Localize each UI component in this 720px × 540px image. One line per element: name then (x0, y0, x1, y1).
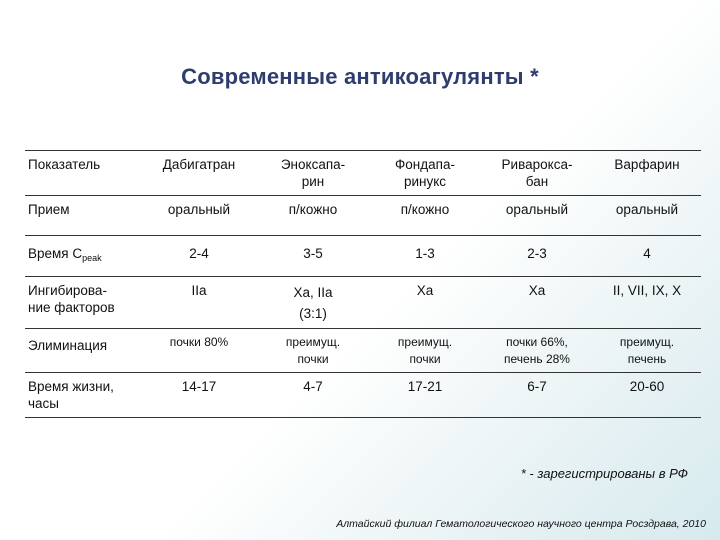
table-cell: Xa (369, 276, 481, 329)
table-cell: Xa, IIa (3:1) (257, 276, 369, 329)
table-cell: 4 (593, 235, 701, 277)
row-label: Время жизни, часы (25, 372, 141, 418)
header-cell-rivaroxaban: Риварокса- бан (481, 150, 593, 196)
row-label: Время Cpeak (25, 235, 141, 277)
table-cell: преимущ. печень (593, 328, 701, 373)
table-cell: оральный (481, 195, 593, 236)
table-row-peak-time: Время Cpeak 2-4 3-5 1-3 2-3 4 (25, 235, 701, 277)
anticoagulants-table: Показатель Дабигатран Эноксапа- рин Фонд… (25, 150, 701, 418)
table-header-row: Показатель Дабигатран Эноксапа- рин Фонд… (25, 150, 701, 196)
footer-credit: Алтайский филиал Гематологического научн… (336, 518, 706, 530)
table-cell: 20-60 (593, 372, 701, 418)
table-cell: 1-3 (369, 235, 481, 277)
table-cell: 14-17 (141, 372, 257, 418)
table-cell: почки 80% (141, 328, 257, 373)
header-cell-dabigatran: Дабигатран (141, 150, 257, 196)
slide-title: Современные антикоагулянты * (181, 64, 539, 89)
table-cell: почки 66%, печень 28% (481, 328, 593, 373)
table-cell: 3-5 (257, 235, 369, 277)
registration-note: * - зарегистрированы в РФ (520, 466, 688, 481)
table-cell: оральный (141, 195, 257, 236)
row-label: Ингибирова- ние факторов (25, 276, 141, 329)
header-cell-enoxaparin: Эноксапа- рин (257, 150, 369, 196)
table-cell: Xa (481, 276, 593, 329)
table-cell: преимущ. почки (257, 328, 369, 373)
row-label-subscript: peak (82, 253, 102, 263)
header-cell-fondaparinux: Фондапа- ринукс (369, 150, 481, 196)
table-cell: п/кожно (257, 195, 369, 236)
header-cell-warfarin: Варфарин (593, 150, 701, 196)
row-label-main: Время C (28, 246, 83, 261)
table-cell: 4-7 (257, 372, 369, 418)
table-cell: п/кожно (369, 195, 481, 236)
table-row-factor-inhibition: Ингибирова- ние факторов IIa Xa, IIa (3:… (25, 276, 701, 329)
row-label: Элиминация (25, 328, 141, 373)
table-cell: IIa (141, 276, 257, 329)
table-cell: 2-3 (481, 235, 593, 277)
table-row-intake: Прием оральный п/кожно п/кожно оральный … (25, 195, 701, 236)
table-cell: 6-7 (481, 372, 593, 418)
header-cell-indicator: Показатель (25, 150, 141, 196)
table-cell: 2-4 (141, 235, 257, 277)
table-row-elimination: Элиминация почки 80% преимущ. почки преи… (25, 328, 701, 373)
table-cell: II, VII, IX, X (593, 276, 701, 329)
row-label: Прием (25, 195, 141, 236)
table-row-half-life: Время жизни, часы 14-17 4-7 17-21 6-7 20… (25, 372, 701, 418)
table-cell: преимущ. почки (369, 328, 481, 373)
table-cell: оральный (593, 195, 701, 236)
table-cell: 17-21 (369, 372, 481, 418)
